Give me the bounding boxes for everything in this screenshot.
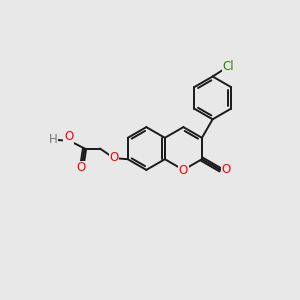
Text: O: O (76, 161, 86, 174)
Text: H: H (49, 133, 58, 146)
Text: O: O (179, 164, 188, 177)
Text: O: O (221, 164, 230, 176)
Text: Cl: Cl (223, 60, 234, 73)
Text: O: O (64, 130, 73, 143)
Text: O: O (109, 151, 119, 164)
